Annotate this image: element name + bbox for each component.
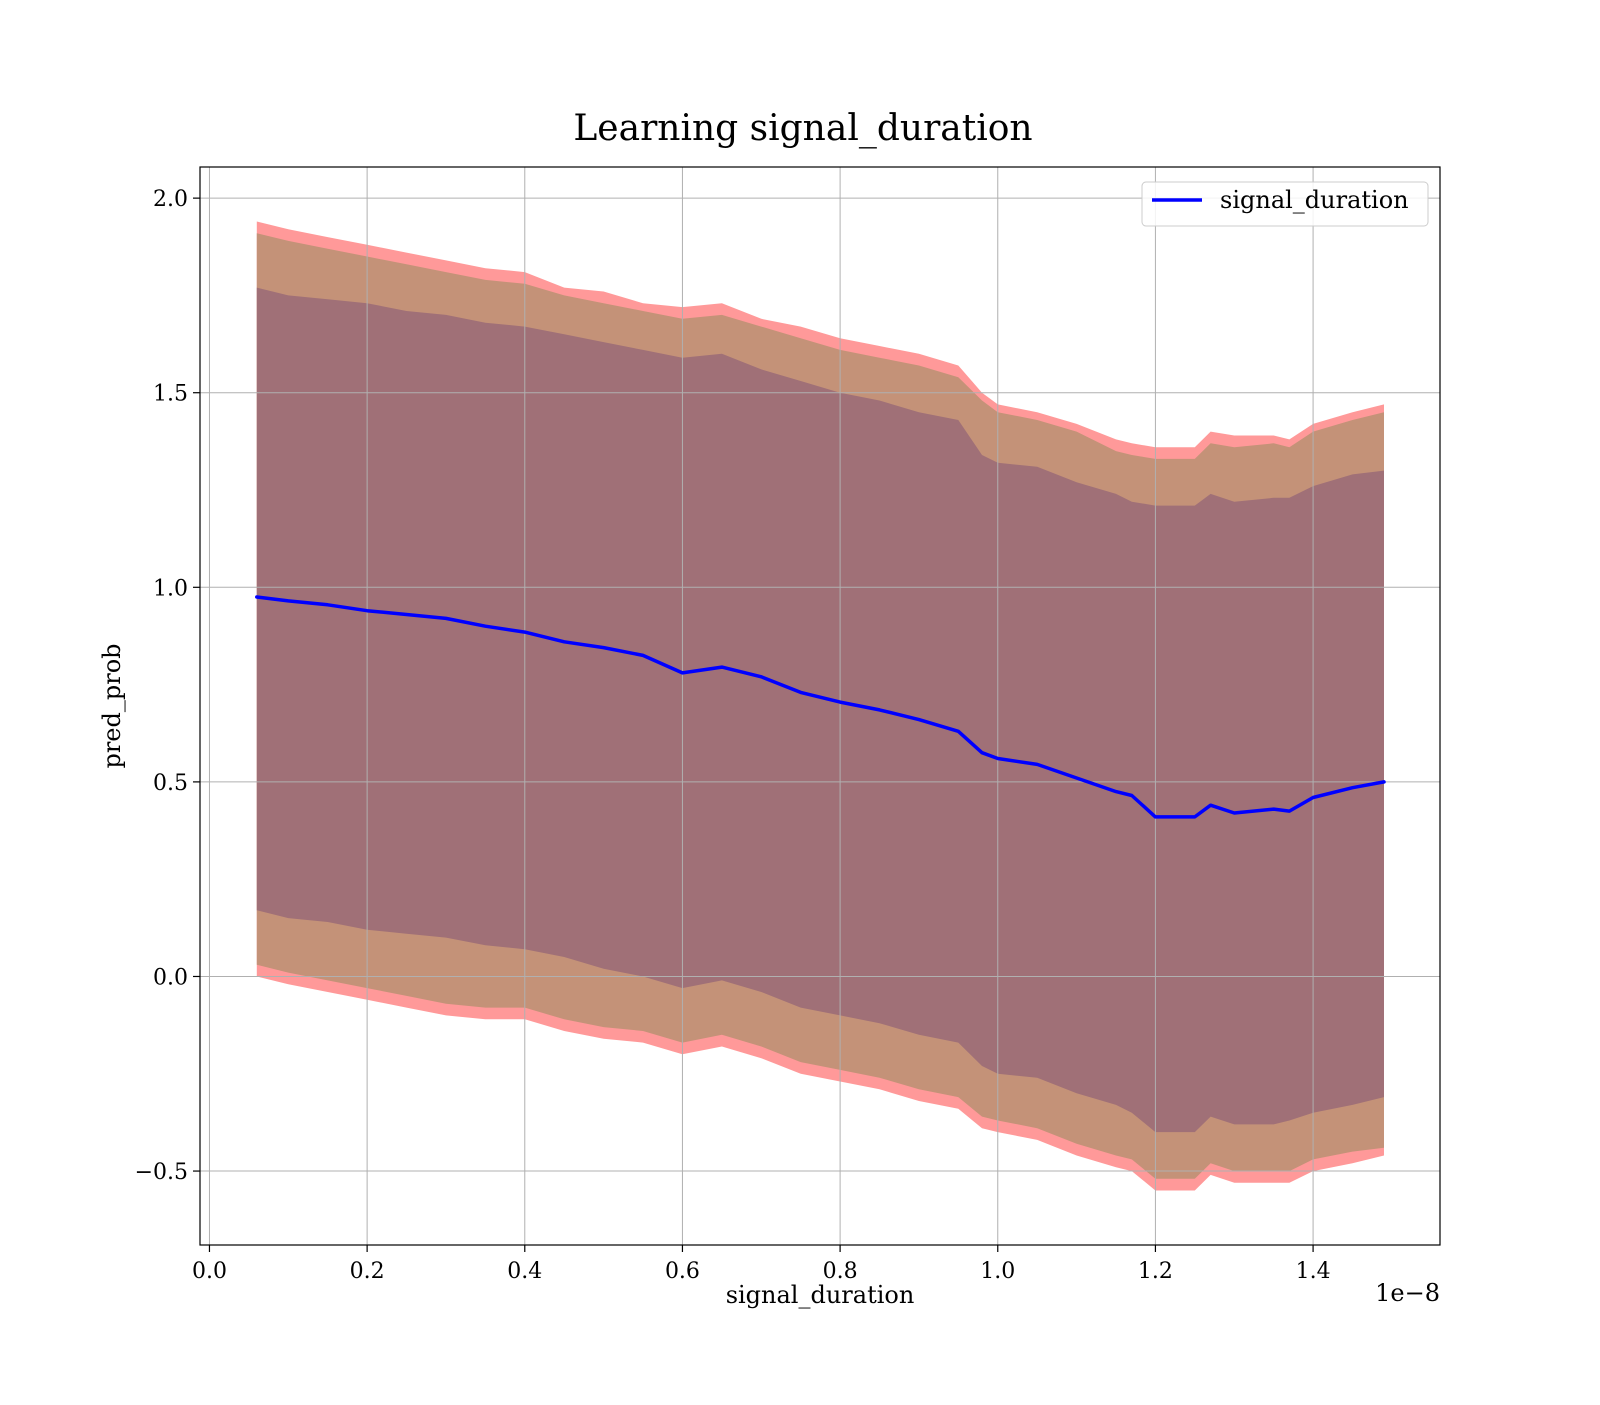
x-tick-label: 0.2: [350, 1259, 385, 1284]
y-tick-label: 1.0: [153, 576, 188, 601]
x-tick-label: 0.8: [823, 1259, 858, 1284]
y-tick-label: 0.0: [153, 965, 188, 990]
x-tick-label: 0.0: [192, 1259, 227, 1284]
y-tick-label: 1.5: [153, 382, 188, 407]
band-inner: [256, 287, 1384, 1133]
x-axis-label: signal_duration: [726, 1281, 915, 1309]
x-axis-offset-label: 1e−8: [1375, 1279, 1440, 1307]
x-tick-label: 1.4: [1296, 1259, 1331, 1284]
series-line-signal_duration: [255, 595, 1386, 819]
x-tick-label: 1.2: [1138, 1259, 1173, 1284]
x-tick-label: 0.6: [665, 1259, 700, 1284]
y-tick-label: 0.5: [153, 771, 188, 796]
y-tick-label: −0.5: [135, 1160, 188, 1185]
x-axis-ticks: 0.0 0.2 0.4 0.6 0.8 1.0 1.2 1.4: [192, 1245, 1331, 1284]
series-lines: [255, 595, 1386, 819]
y-tick-label: 2.0: [153, 187, 188, 212]
confidence-bands: [256, 221, 1384, 1191]
y-axis-label: pred_prob: [98, 643, 126, 768]
y-axis-ticks: −0.5 0.0 0.5 1.0 1.5 2.0: [135, 187, 200, 1185]
x-tick-label: 0.4: [507, 1259, 542, 1284]
legend-box: [1141, 181, 1429, 227]
chart-title: Learning signal_duration: [573, 108, 1032, 149]
legend: signal_duration: [1141, 181, 1429, 227]
x-tick-label: 1.0: [980, 1259, 1015, 1284]
legend-label-signal-duration: signal_duration: [1220, 186, 1409, 214]
plot-area-frame: [199, 166, 1441, 1246]
